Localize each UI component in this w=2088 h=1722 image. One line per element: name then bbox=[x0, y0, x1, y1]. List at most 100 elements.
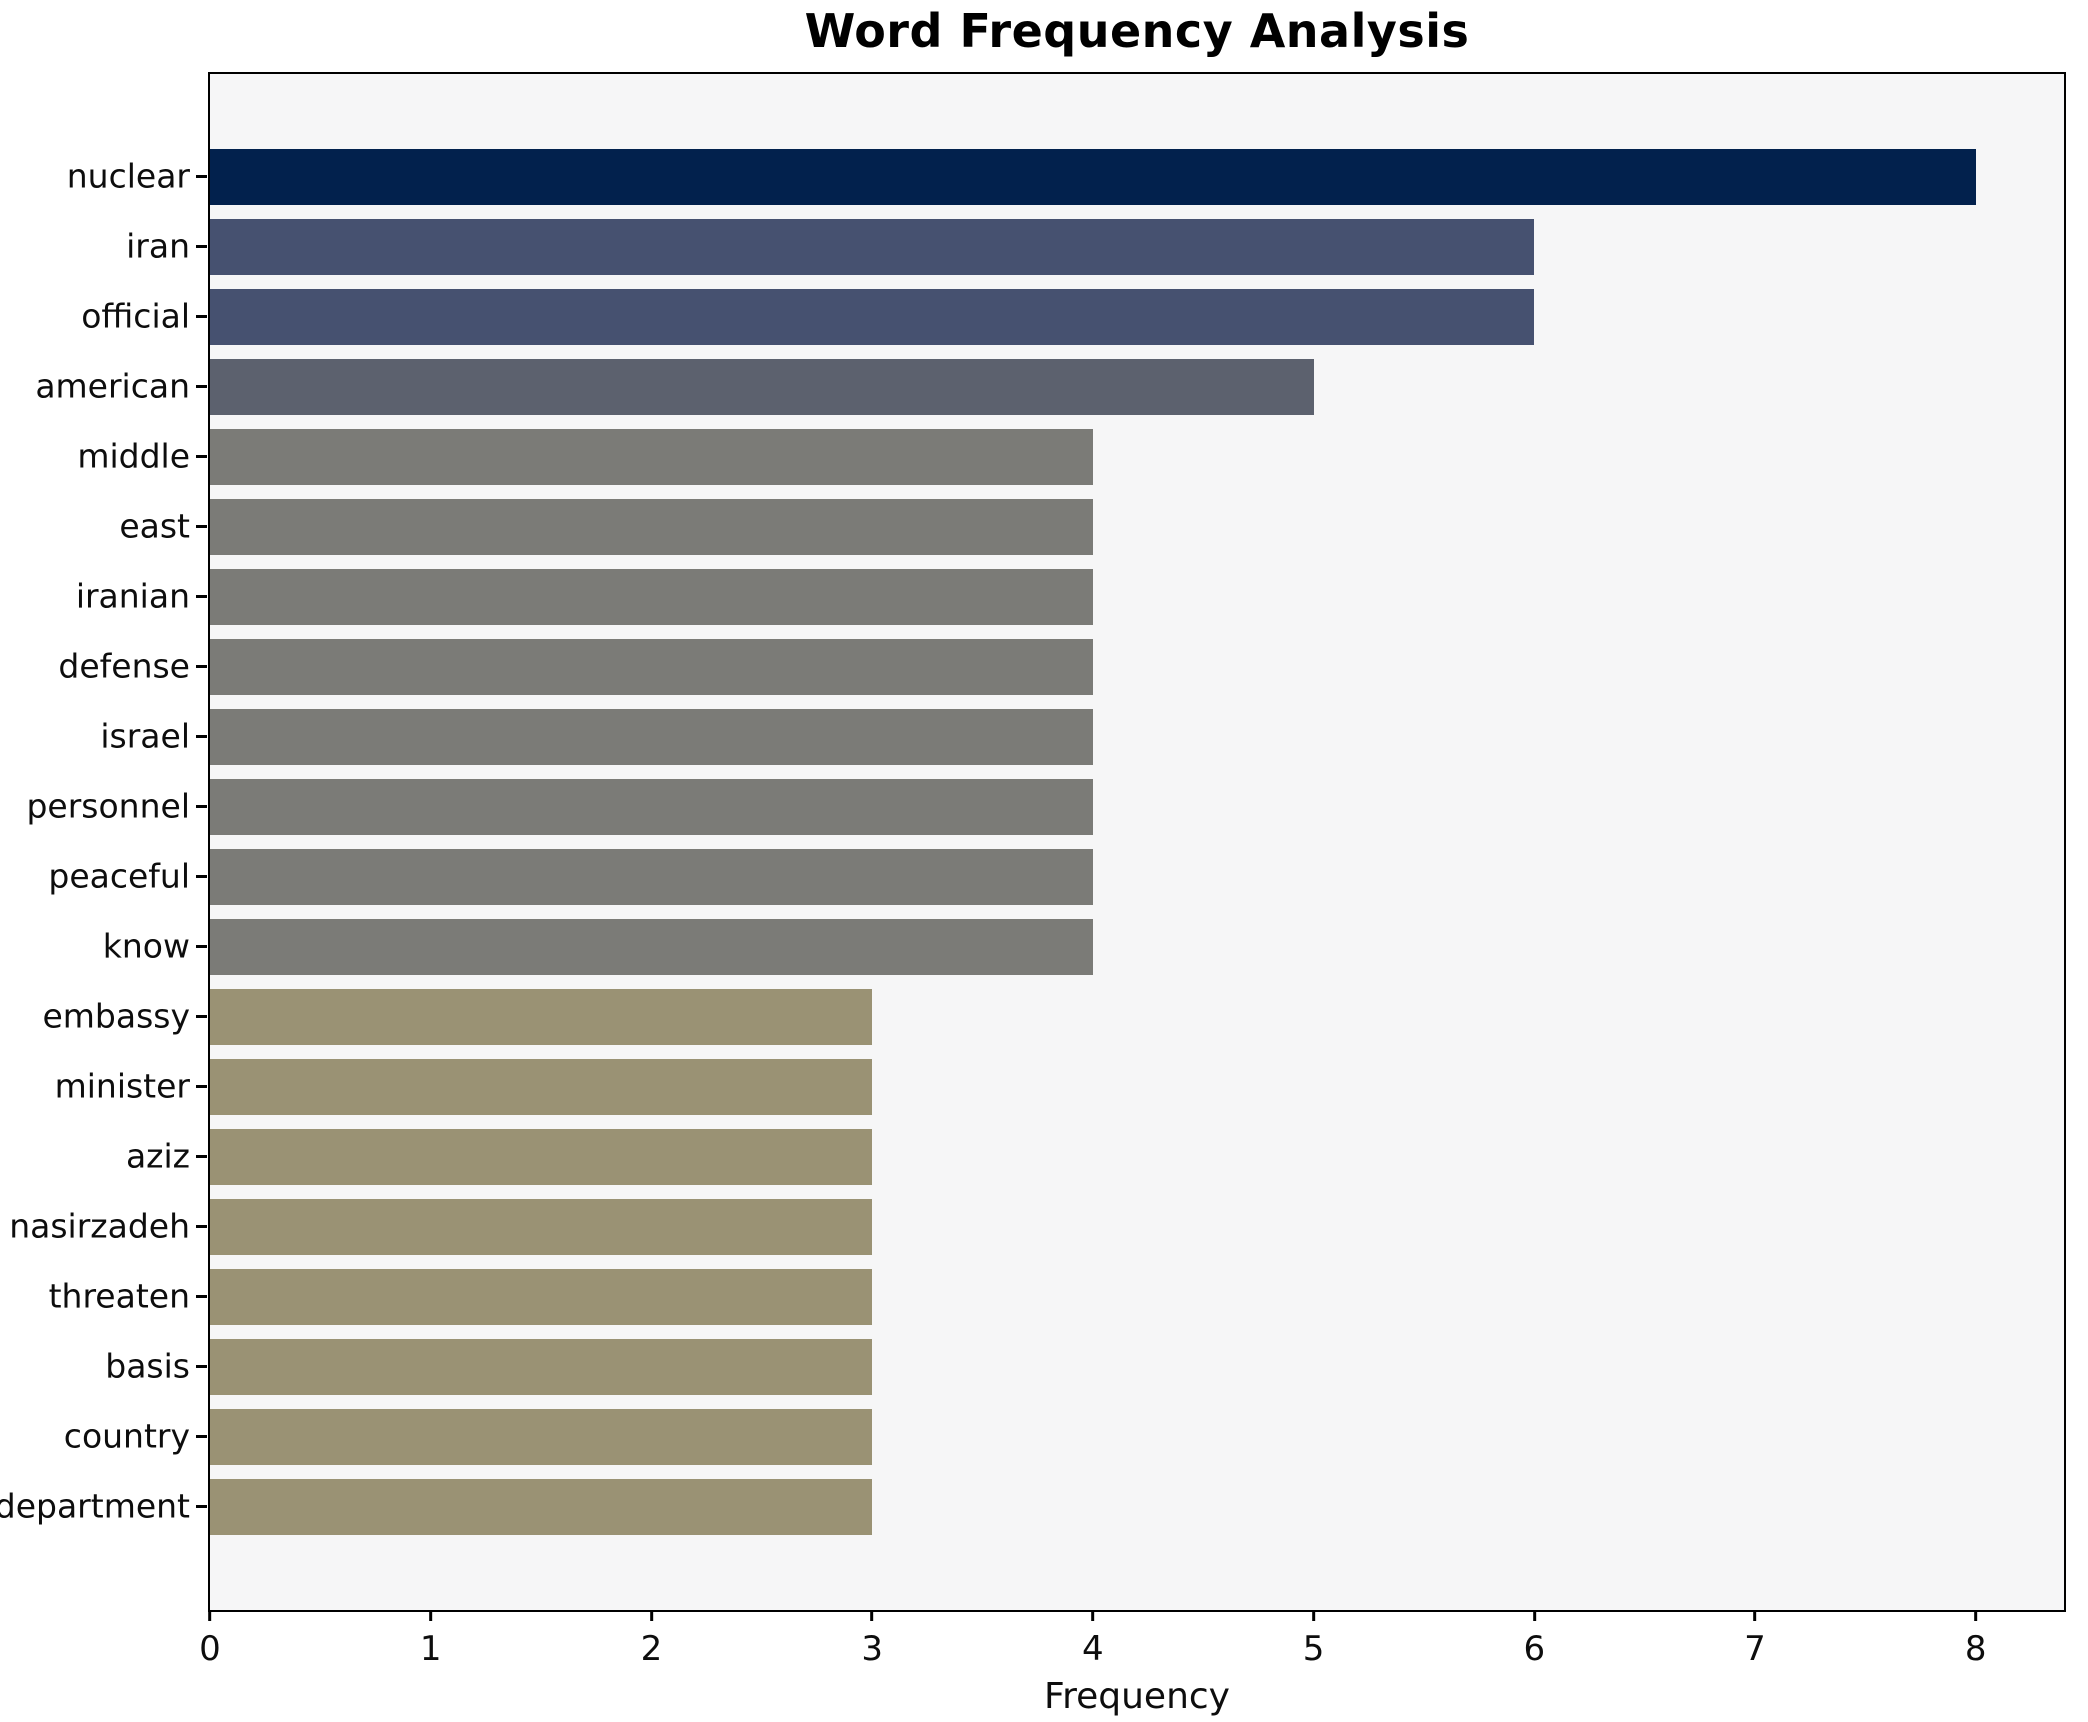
bar bbox=[210, 149, 1976, 205]
bar-row: iran bbox=[126, 212, 2064, 282]
bar-row: israel bbox=[100, 702, 2064, 772]
bar-row: official bbox=[81, 282, 2064, 352]
x-tick-mark bbox=[1753, 1610, 1757, 1621]
y-tick-mark bbox=[196, 805, 207, 808]
x-tick-mark bbox=[649, 1610, 653, 1621]
bar-row: basis bbox=[105, 1332, 2064, 1402]
y-tick-mark bbox=[196, 385, 207, 388]
y-tick-mark bbox=[196, 1225, 207, 1228]
x-axis-label: Frequency bbox=[1044, 1676, 1230, 1717]
bar bbox=[210, 919, 1093, 975]
bar-row: east bbox=[119, 492, 2064, 562]
y-tick-mark bbox=[196, 735, 207, 738]
bar-row: iranian bbox=[76, 562, 2064, 632]
bar-row: minister bbox=[55, 1052, 2064, 1122]
bar bbox=[210, 359, 1314, 415]
x-tick-label: 3 bbox=[861, 1629, 883, 1669]
y-axis-label: embassy bbox=[42, 996, 190, 1036]
y-axis-label: israel bbox=[100, 716, 190, 756]
bar-row: department bbox=[0, 1472, 2064, 1542]
x-tick-mark bbox=[429, 1610, 433, 1621]
x-tick: 7 bbox=[1744, 1610, 1766, 1669]
y-axis-label: nasirzadeh bbox=[9, 1206, 190, 1246]
x-tick: 2 bbox=[640, 1610, 663, 1669]
bar bbox=[210, 1339, 873, 1395]
y-tick-mark bbox=[196, 1085, 207, 1088]
x-tick-mark bbox=[1091, 1610, 1095, 1621]
bar bbox=[210, 779, 1093, 835]
bar bbox=[210, 989, 873, 1045]
y-axis-label: minister bbox=[54, 1066, 190, 1106]
bar bbox=[210, 1129, 873, 1185]
chart-title: Word Frequency Analysis bbox=[804, 4, 1470, 58]
x-tick-label: 6 bbox=[1523, 1629, 1546, 1669]
y-axis-label: peaceful bbox=[48, 856, 190, 896]
y-axis-label: iranian bbox=[75, 576, 190, 616]
bar bbox=[210, 1479, 873, 1535]
x-tick: 0 bbox=[199, 1610, 221, 1669]
x-tick-label: 2 bbox=[640, 1629, 663, 1669]
y-tick-mark bbox=[196, 245, 207, 248]
y-axis-label: middle bbox=[77, 436, 190, 476]
y-axis-label: iran bbox=[126, 226, 190, 266]
y-tick-mark bbox=[196, 1505, 207, 1508]
y-axis-label: threaten bbox=[48, 1276, 190, 1316]
x-tick: 8 bbox=[1965, 1610, 1987, 1669]
y-tick-mark bbox=[196, 455, 207, 458]
x-tick-label: 7 bbox=[1744, 1629, 1766, 1669]
y-tick-mark bbox=[196, 1295, 207, 1298]
bar bbox=[210, 429, 1093, 485]
x-tick-label: 5 bbox=[1302, 1629, 1325, 1669]
y-tick-mark bbox=[196, 1155, 207, 1158]
y-tick-mark bbox=[196, 875, 207, 878]
bar bbox=[210, 639, 1093, 695]
y-tick-mark bbox=[196, 665, 207, 668]
bar-row: embassy bbox=[42, 982, 2064, 1052]
bar bbox=[210, 1199, 873, 1255]
y-tick-mark bbox=[196, 525, 207, 528]
y-tick-mark bbox=[196, 595, 207, 598]
y-tick-mark bbox=[196, 175, 207, 178]
x-tick: 6 bbox=[1523, 1610, 1545, 1669]
y-axis-label: nuclear bbox=[66, 156, 190, 196]
y-tick-mark bbox=[196, 1435, 207, 1438]
x-tick-mark bbox=[1312, 1610, 1316, 1621]
bar bbox=[210, 289, 1535, 345]
bar-row: middle bbox=[77, 422, 2064, 492]
bars: nuclear iran official american middle east ira… bbox=[0, 74, 2064, 1610]
x-axis: 0 1 2 3 4 5 6 7 8 bbox=[199, 1610, 2064, 1680]
y-axis-label: american bbox=[35, 366, 190, 406]
y-axis-label: defense bbox=[58, 646, 190, 686]
x-tick-mark bbox=[1974, 1610, 1978, 1621]
bar-row: defense bbox=[58, 632, 2064, 702]
bar-row: peaceful bbox=[48, 842, 2064, 912]
y-axis-label: east bbox=[119, 506, 190, 546]
x-tick-label: 8 bbox=[1964, 1629, 1987, 1669]
bar-row: personnel bbox=[26, 772, 2064, 842]
x-tick: 1 bbox=[420, 1610, 442, 1669]
y-axis-label: know bbox=[102, 926, 190, 966]
y-tick-mark bbox=[196, 315, 207, 318]
x-tick-label: 1 bbox=[419, 1629, 442, 1669]
bar bbox=[210, 849, 1093, 905]
bar bbox=[210, 219, 1535, 275]
y-axis-label: aziz bbox=[125, 1136, 190, 1176]
x-tick-mark bbox=[208, 1610, 212, 1621]
bar-row: country bbox=[64, 1402, 2064, 1472]
x-tick: 4 bbox=[1082, 1610, 1104, 1669]
x-tick-mark bbox=[1532, 1610, 1536, 1621]
plot-area: nuclear iran official american middle east ira… bbox=[0, 72, 2066, 1717]
bar bbox=[210, 499, 1093, 555]
bar bbox=[210, 1269, 873, 1325]
y-axis-label: personnel bbox=[26, 786, 190, 826]
y-tick-mark bbox=[196, 1365, 207, 1368]
bar bbox=[210, 1409, 873, 1465]
x-tick-label: 4 bbox=[1082, 1629, 1104, 1669]
y-tick-mark bbox=[196, 945, 207, 948]
bar-row: nasirzadeh bbox=[9, 1192, 2064, 1262]
y-axis-label: department bbox=[0, 1486, 190, 1526]
bar bbox=[210, 709, 1093, 765]
y-axis-label: official bbox=[81, 296, 190, 336]
x-tick: 3 bbox=[861, 1610, 883, 1669]
